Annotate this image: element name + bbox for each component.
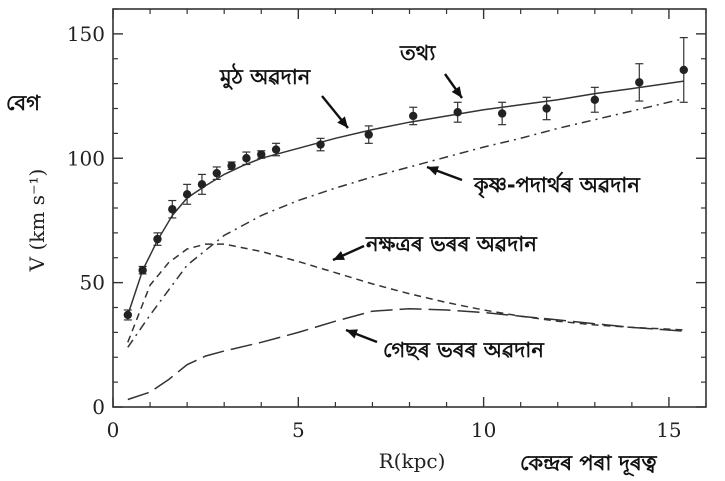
y-axis-native-label: বেগ	[6, 91, 41, 115]
data-point	[316, 140, 325, 149]
y-tick-label: 100	[67, 146, 105, 170]
arrow-dark-matter-head	[427, 166, 439, 176]
annotation-data: তথ্য	[399, 41, 436, 65]
arrow-gas-head	[346, 329, 358, 339]
data-point	[257, 150, 266, 159]
annotation-arrows	[321, 73, 463, 344]
x-tick-label: 10	[471, 418, 496, 442]
data-point	[212, 168, 221, 178]
x-tick-label: 0	[107, 418, 120, 442]
data-point	[123, 310, 133, 320]
data-point	[153, 234, 162, 244]
arrow-total-head	[337, 116, 348, 128]
y-tick-label: 50	[80, 271, 105, 295]
gas-mass-curve	[127, 307, 684, 401]
data-point	[271, 145, 281, 154]
x-axis-native-label: কেন্দ্ৰৰ পৰা দূৰত্ব	[520, 451, 658, 476]
stellar-mass-curve	[127, 243, 684, 343]
annotation-dark-matter: কৃষ্ণ-পদাৰ্থৰ অৱদান	[473, 171, 641, 199]
x-tick-label: 5	[292, 418, 305, 442]
data-point	[679, 65, 688, 75]
data-point	[635, 78, 644, 87]
x-axis-label: R(kpc)	[379, 449, 446, 473]
data-point	[364, 130, 373, 139]
x-tick-label: 15	[656, 418, 681, 442]
y-tick-label: 0	[92, 395, 105, 419]
data-point	[542, 104, 551, 113]
data-point	[497, 109, 507, 118]
data-point	[242, 154, 251, 163]
dark-matter-curve	[127, 97, 684, 348]
annotation-total: মুঠ অৱদান	[219, 63, 312, 90]
y-tick-label: 150	[67, 22, 105, 46]
data-point	[590, 95, 600, 104]
total-curve	[127, 80, 684, 316]
arrow-data-head	[451, 86, 462, 98]
data-point	[227, 161, 236, 170]
annotation-gas: গেছৰ ভৰৰ অৱদান	[383, 338, 545, 362]
annotation-stellar: নক্ষত্ৰৰ ভৰৰ অৱদান	[365, 232, 538, 256]
data-point	[453, 108, 462, 117]
data-point	[138, 265, 147, 275]
observed-points	[123, 37, 688, 321]
y-axis-label: V (km s⁻¹)	[25, 169, 49, 273]
data-point	[197, 180, 207, 189]
data-point	[409, 111, 418, 121]
data-point	[168, 205, 177, 214]
arrow-stellar-head	[333, 251, 345, 260]
data-point	[182, 190, 192, 199]
